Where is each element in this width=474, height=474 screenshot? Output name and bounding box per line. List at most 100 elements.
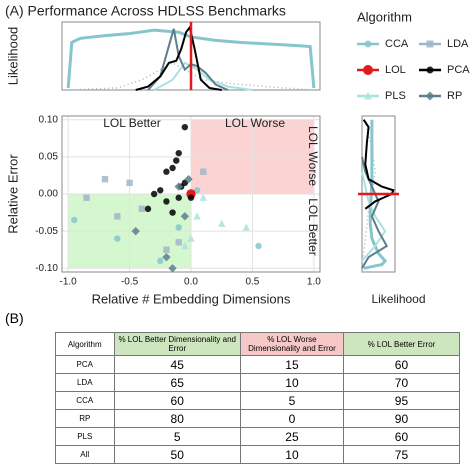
table-cell: 0 bbox=[239, 409, 344, 428]
point bbox=[175, 224, 182, 231]
table-row: All 50 10 75 bbox=[55, 445, 461, 464]
density-curve bbox=[68, 61, 314, 91]
y-axis-label: Relative Error bbox=[5, 154, 20, 234]
annotation: LOL Better bbox=[306, 198, 320, 256]
panel-border bbox=[61, 115, 321, 273]
table-row: LDA 65 10 70 bbox=[55, 373, 461, 392]
table-cell: All bbox=[55, 445, 115, 464]
point bbox=[242, 223, 250, 231]
table-row: PLS 5 25 60 bbox=[55, 427, 461, 446]
point bbox=[101, 175, 109, 183]
table-cell: 5 bbox=[239, 391, 344, 410]
point bbox=[169, 209, 176, 216]
table-cell: PLS bbox=[55, 427, 115, 446]
table-cell: 60 bbox=[342, 427, 461, 446]
legend-marker bbox=[426, 40, 434, 48]
y-tick-label: -0.10 bbox=[35, 263, 58, 274]
point bbox=[199, 193, 207, 201]
table-cell: 5 bbox=[113, 427, 241, 446]
point bbox=[71, 216, 78, 224]
point bbox=[255, 242, 262, 250]
point bbox=[180, 212, 190, 221]
legend-marker bbox=[425, 91, 435, 101]
point bbox=[138, 205, 146, 213]
point bbox=[163, 168, 170, 175]
panel-label: (B) bbox=[5, 310, 24, 326]
density-curve bbox=[361, 171, 387, 262]
figure: Likelihood (A) Performance Across HDLSS B… bbox=[5, 3, 470, 307]
point bbox=[181, 242, 189, 250]
point bbox=[175, 194, 182, 201]
table-cell: LDA bbox=[55, 373, 115, 392]
table-cell: 75 bbox=[342, 445, 461, 464]
annotation: LOL Worse bbox=[225, 116, 285, 130]
annotation: LOL Worse bbox=[306, 126, 320, 186]
legend-title: Algorithm bbox=[357, 9, 412, 24]
table-cell: 50 bbox=[113, 445, 241, 464]
y-axis-label: Likelihood bbox=[5, 27, 20, 86]
point bbox=[169, 164, 176, 172]
point bbox=[144, 205, 152, 213]
table-cell: 90 bbox=[342, 409, 461, 428]
density-curve bbox=[147, 28, 229, 91]
point bbox=[126, 179, 133, 187]
point bbox=[168, 264, 177, 273]
point bbox=[173, 157, 180, 164]
table-cell: 15 bbox=[239, 355, 344, 374]
y-tick-label: 0.10 bbox=[39, 114, 59, 125]
table-cell: 95 bbox=[342, 391, 461, 410]
point bbox=[157, 187, 164, 194]
table-cell: 60 bbox=[342, 355, 461, 374]
legend-marker bbox=[363, 65, 373, 75]
table-cell: 25 bbox=[239, 427, 344, 446]
table-cell: CCA bbox=[55, 391, 115, 410]
table-cell: 70 bbox=[342, 373, 461, 392]
x-tick-label: 0.0 bbox=[184, 277, 198, 288]
table-cell: 10 bbox=[239, 445, 344, 464]
table-cell: RP bbox=[55, 409, 115, 428]
table-cell: 60 bbox=[113, 391, 241, 410]
point bbox=[175, 239, 182, 246]
point bbox=[114, 213, 121, 220]
table-row: RP 80 0 90 bbox=[55, 409, 461, 428]
x-axis-label: Likelihood bbox=[371, 292, 425, 306]
annotation: LOL Better bbox=[103, 116, 161, 130]
point bbox=[187, 234, 195, 242]
point bbox=[131, 226, 140, 236]
legend-marker bbox=[426, 66, 434, 74]
point bbox=[174, 182, 183, 191]
legend-label: PLS bbox=[385, 90, 406, 102]
point bbox=[163, 246, 170, 253]
x-tick-label: 1.0 bbox=[307, 277, 321, 288]
header-row: Algorithm% LOL Better Dimensionality and… bbox=[55, 332, 461, 356]
table-cell: 45 bbox=[113, 355, 241, 374]
y-tick-label: -0.05 bbox=[35, 226, 58, 237]
point bbox=[150, 190, 158, 198]
table-row: CCA 60 5 95 bbox=[55, 391, 461, 410]
y-tick-label: 0.05 bbox=[39, 151, 59, 162]
header-cell: % LOL Better Error bbox=[342, 332, 461, 356]
point bbox=[218, 219, 226, 227]
point bbox=[114, 235, 121, 242]
point bbox=[83, 194, 90, 201]
density-curve bbox=[361, 119, 376, 269]
x-tick-label: -1.0 bbox=[60, 277, 78, 288]
y-tick-label: 0.00 bbox=[39, 189, 59, 200]
table-cell: 80 bbox=[113, 409, 241, 428]
density-curve bbox=[153, 61, 253, 91]
point bbox=[193, 212, 201, 220]
point bbox=[163, 198, 170, 205]
density-curve bbox=[135, 25, 222, 91]
table-row: PCA 45 15 60 bbox=[55, 355, 461, 374]
legend-label: CCA bbox=[385, 38, 409, 50]
legend-marker bbox=[364, 91, 372, 100]
table-cell: 10 bbox=[239, 373, 344, 392]
point bbox=[157, 257, 164, 265]
table-cell: 65 bbox=[113, 373, 241, 392]
legend-label: LDA bbox=[447, 38, 469, 50]
point bbox=[162, 252, 171, 262]
table-cell: PCA bbox=[55, 355, 115, 374]
point bbox=[187, 194, 195, 201]
legend-label: LOL bbox=[385, 64, 406, 76]
